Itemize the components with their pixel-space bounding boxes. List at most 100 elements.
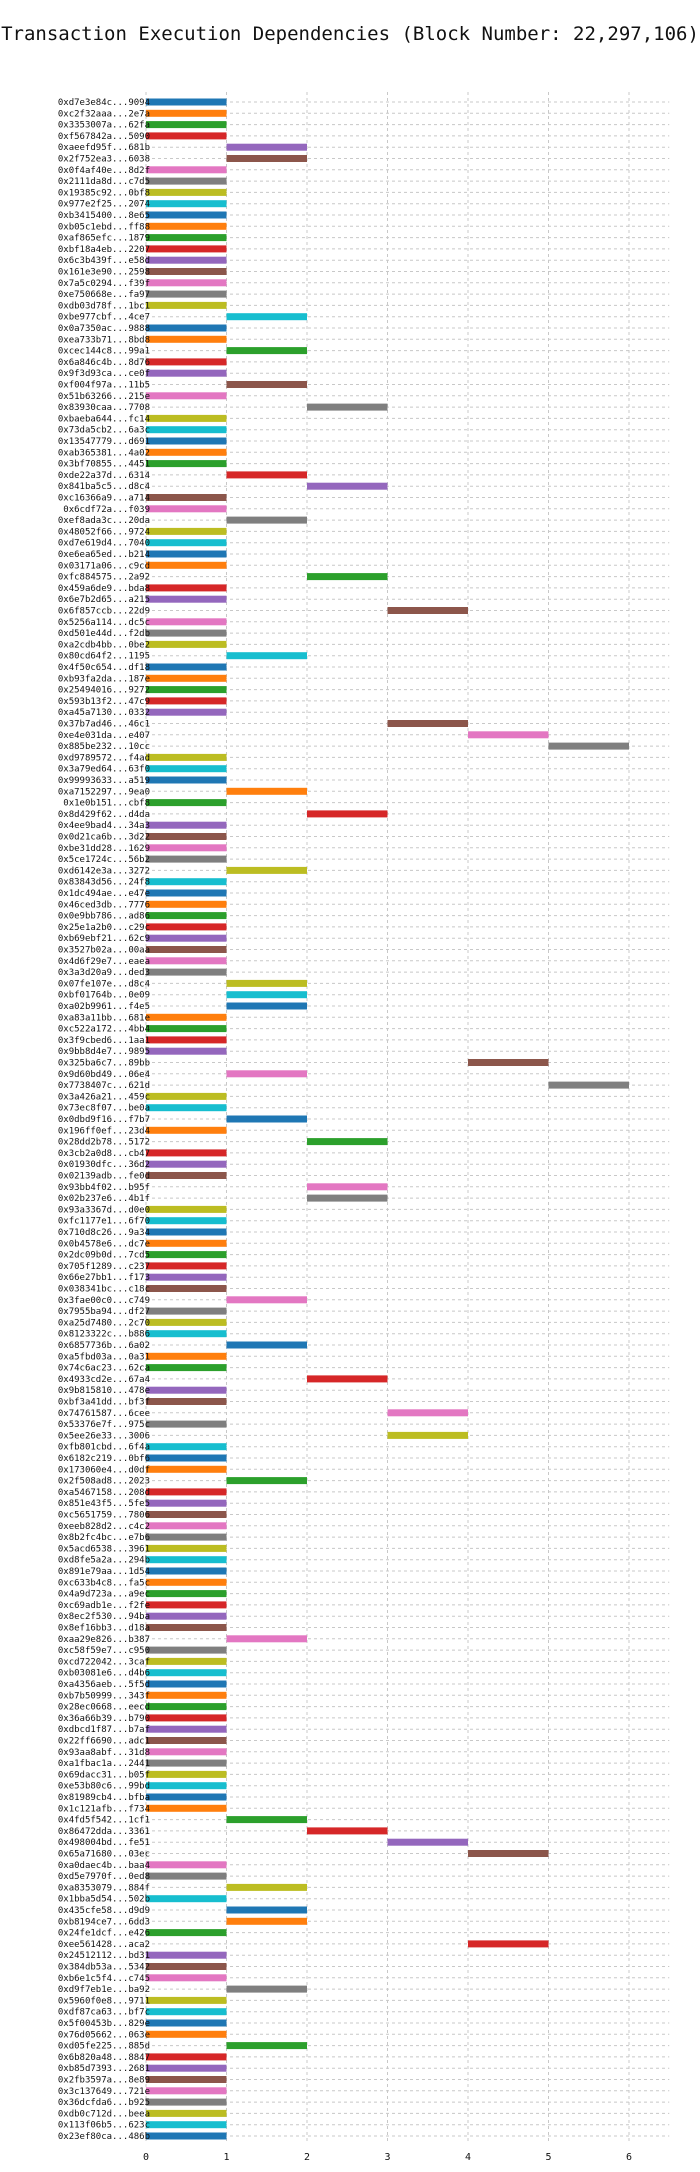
transaction-bar	[226, 516, 307, 524]
transaction-label: 0xb3415400...8e65	[58, 211, 150, 221]
transaction-label: 0x19385c92...0bf8	[58, 188, 150, 198]
transaction-bar	[307, 403, 388, 411]
transaction-bar	[146, 505, 227, 513]
transaction-bar	[307, 1375, 388, 1383]
transaction-label: 0xdb03d78f...1bc1	[58, 301, 150, 311]
transaction-label: 0x9f3d93ca...ce0f	[58, 369, 150, 379]
transaction-label: 0x1c121afb...f734	[58, 1804, 150, 1814]
transaction-label: 0xd501e44d...f2db	[58, 629, 150, 639]
transaction-bar	[307, 1138, 388, 1146]
transaction-bar	[146, 2121, 227, 2129]
transaction-label: 0xdf87ca63...bf7c	[58, 2008, 150, 2018]
transaction-bar	[146, 1330, 227, 1338]
transaction-bar	[146, 437, 227, 445]
transaction-bar	[146, 98, 227, 106]
transaction-bar	[146, 1691, 227, 1699]
transaction-label: 0x4a9d723a...a9ec	[58, 1590, 150, 1600]
transaction-bar	[146, 1273, 227, 1281]
transaction-bar	[146, 1861, 227, 1869]
transaction-label: 0x3f9cbed6...1aa1	[58, 1036, 150, 1046]
transaction-label: 0x93a3367d...d0e0	[58, 1205, 150, 1215]
x-tick-label: 1	[223, 2152, 229, 2163]
transaction-bar	[146, 1872, 227, 1880]
transaction-label: 0x28dd2b78...5172	[58, 1138, 150, 1148]
transaction-label: 0xc69adb1e...f2fe	[58, 1601, 150, 1611]
transaction-bar	[226, 652, 307, 660]
transaction-bar	[146, 1420, 227, 1428]
transaction-bar	[146, 279, 227, 287]
transaction-bar	[146, 1714, 227, 1722]
transaction-label: 0x5960f0e8...9711	[58, 1996, 150, 2006]
transaction-label: 0xfc1177e1...6f70	[58, 1217, 150, 1227]
transaction-bar	[146, 222, 227, 230]
transaction-bar	[226, 1635, 307, 1643]
transaction-bar	[146, 2053, 227, 2061]
transaction-bar	[146, 1172, 227, 1179]
transaction-label: 0x2dc09b0d...7cd5	[58, 1251, 150, 1261]
transaction-bar	[146, 1770, 227, 1778]
transaction-bar	[146, 2109, 227, 2117]
transaction-bar	[146, 1047, 227, 1055]
transaction-bar	[146, 1624, 227, 1631]
transaction-label: 0x9d60bd49...06e4	[58, 1070, 150, 1080]
transaction-bar	[468, 731, 549, 739]
x-tick-label: 3	[384, 2152, 390, 2163]
transaction-bar	[146, 1511, 227, 1518]
transaction-label: 0x0f4af40e...8d2f	[58, 166, 150, 176]
transaction-bar	[387, 1838, 468, 1846]
transaction-label: 0xbf01764b...0e09	[58, 991, 150, 1001]
transaction-label: 0x2f752ea3...6038	[58, 155, 150, 165]
transaction-bar	[468, 1940, 549, 1948]
transaction-label: 0x173060e4...d0df	[58, 1465, 150, 1475]
transaction-label: 0xf567842a...5090	[58, 132, 150, 142]
transaction-label: 0x9bb8d4e7...9895	[58, 1047, 150, 1057]
transaction-label: 0x28ec0668...eecd	[58, 1703, 150, 1713]
transaction-bar	[146, 1544, 227, 1552]
transaction-label: 0xdbcd1f87...b7af	[58, 1725, 150, 1735]
transaction-bar	[146, 934, 227, 942]
transaction-label: 0xb03081e6...d4b6	[58, 1669, 150, 1679]
transaction-bar	[146, 1782, 227, 1790]
transaction-label: 0x6cdf72a...f039	[63, 505, 150, 515]
transaction-bar	[146, 1703, 227, 1711]
transaction-bar	[146, 584, 227, 592]
transaction-bar	[307, 1183, 388, 1191]
transaction-bar	[146, 1963, 227, 1970]
x-tick-label: 5	[545, 2152, 551, 2163]
transaction-bar	[146, 1352, 227, 1360]
transaction-label: 0x851e43f5...5fe5	[58, 1499, 150, 1509]
transaction-bar	[146, 1217, 227, 1225]
transaction-bar	[146, 358, 227, 366]
transaction-bar	[146, 335, 227, 343]
transaction-label: 0xd05fe225...885d	[58, 2042, 150, 2052]
transaction-bar	[146, 1725, 227, 1733]
transaction-label: 0x325ba6c7...89bb	[58, 1059, 150, 1069]
transaction-label: 0x6a846c4b...8d76	[58, 358, 150, 368]
transaction-label: 0x2111da8d...c7d5	[58, 177, 150, 187]
transaction-bar	[387, 720, 468, 727]
transaction-bar	[548, 742, 629, 750]
transaction-bar	[146, 1737, 227, 1744]
transaction-label: 0x3cb2a0d8...cb47	[58, 1149, 150, 1159]
transaction-bar	[307, 482, 388, 490]
transaction-label: 0x4933cd2e...67a4	[58, 1375, 150, 1385]
transaction-bar	[146, 1251, 227, 1259]
transaction-label: 0x7738407c...621d	[58, 1081, 150, 1091]
transaction-bar	[146, 1454, 227, 1462]
transaction-bar	[146, 1239, 227, 1247]
transaction-bar	[146, 878, 227, 886]
transaction-label: 0xd5e7970f...0ed8	[58, 1872, 150, 1882]
transaction-label: 0x22ff6690...adc1	[58, 1737, 150, 1747]
transaction-bar	[146, 1759, 227, 1767]
transaction-bar	[146, 1488, 227, 1496]
transaction-bar	[146, 640, 227, 648]
transaction-label: 0xa2cdb4bb...0be2	[58, 640, 150, 650]
transaction-bar	[146, 1205, 227, 1213]
transaction-label: 0x7a5c0294...f39f	[58, 279, 150, 289]
transaction-bar	[146, 426, 227, 434]
transaction-bar	[146, 663, 227, 671]
transaction-label: 0x113f06b5...623c	[58, 2121, 150, 2131]
transaction-label: 0x0a7350ac...9888	[58, 324, 150, 334]
transaction-label: 0xaf865efc...1879	[58, 234, 150, 244]
transaction-bar	[226, 2042, 307, 2050]
